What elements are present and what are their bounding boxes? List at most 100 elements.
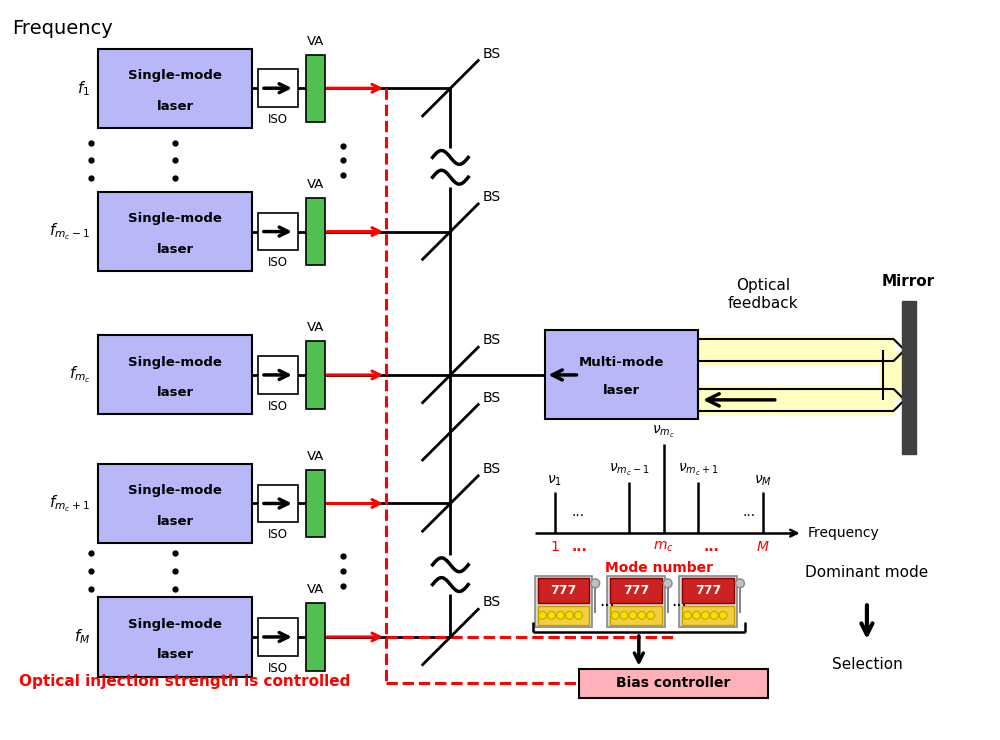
Bar bbox=[258, 356, 298, 394]
Text: Frequency: Frequency bbox=[12, 19, 113, 38]
Bar bbox=[98, 49, 252, 128]
Text: ISO: ISO bbox=[268, 528, 288, 541]
Text: laser: laser bbox=[157, 243, 194, 256]
Text: BS: BS bbox=[482, 462, 500, 476]
Circle shape bbox=[611, 611, 619, 619]
Bar bbox=[535, 576, 592, 627]
Circle shape bbox=[629, 611, 637, 619]
Bar bbox=[306, 55, 325, 122]
Text: $f_M$: $f_M$ bbox=[74, 628, 90, 646]
Text: $f_{m_c}$: $f_{m_c}$ bbox=[69, 365, 90, 386]
Text: ISO: ISO bbox=[268, 400, 288, 413]
Bar bbox=[98, 464, 252, 543]
Text: 777: 777 bbox=[695, 584, 721, 597]
Text: $\nu_{m_c+1}$: $\nu_{m_c+1}$ bbox=[678, 462, 719, 478]
Text: Optical
feedback: Optical feedback bbox=[727, 278, 798, 311]
Circle shape bbox=[565, 611, 573, 619]
Bar bbox=[306, 603, 325, 670]
Text: ...: ... bbox=[743, 505, 756, 519]
Bar bbox=[306, 198, 325, 265]
Circle shape bbox=[557, 611, 564, 619]
Text: VA: VA bbox=[307, 583, 324, 596]
Text: Optical injection strength is controlled: Optical injection strength is controlled bbox=[19, 674, 350, 689]
Circle shape bbox=[548, 611, 556, 619]
Circle shape bbox=[710, 611, 718, 619]
Text: $1$: $1$ bbox=[550, 540, 559, 554]
Bar bbox=[545, 331, 698, 420]
Text: ISO: ISO bbox=[268, 113, 288, 126]
Circle shape bbox=[701, 611, 709, 619]
Bar bbox=[682, 605, 734, 625]
Bar bbox=[679, 576, 737, 627]
Text: Frequency: Frequency bbox=[807, 526, 879, 540]
Text: $f_{m_c+1}$: $f_{m_c+1}$ bbox=[49, 493, 90, 514]
Circle shape bbox=[663, 579, 672, 588]
Text: BS: BS bbox=[482, 190, 500, 204]
Circle shape bbox=[620, 611, 628, 619]
Bar bbox=[98, 192, 252, 271]
Bar bbox=[610, 578, 662, 603]
Text: ...: ... bbox=[571, 540, 587, 554]
Text: Single-mode: Single-mode bbox=[128, 356, 222, 369]
Text: BS: BS bbox=[482, 595, 500, 609]
Bar bbox=[682, 578, 734, 603]
Text: $\nu_1$: $\nu_1$ bbox=[547, 474, 562, 488]
Text: $\nu_{m_c}$: $\nu_{m_c}$ bbox=[652, 424, 675, 440]
Text: BS: BS bbox=[482, 391, 500, 405]
Text: Single-mode: Single-mode bbox=[128, 484, 222, 497]
Circle shape bbox=[719, 611, 727, 619]
Bar bbox=[902, 300, 916, 454]
Text: laser: laser bbox=[603, 384, 640, 397]
Text: VA: VA bbox=[307, 321, 324, 334]
Circle shape bbox=[591, 579, 600, 588]
Text: $f_{m_c-1}$: $f_{m_c-1}$ bbox=[49, 221, 90, 242]
Circle shape bbox=[692, 611, 700, 619]
Bar bbox=[610, 605, 662, 625]
Text: BS: BS bbox=[482, 47, 500, 61]
Bar bbox=[579, 669, 768, 699]
Bar bbox=[258, 70, 298, 107]
Text: Bias controller: Bias controller bbox=[616, 676, 731, 690]
Bar bbox=[607, 576, 665, 627]
Bar bbox=[306, 470, 325, 537]
Bar bbox=[98, 597, 252, 676]
Text: Single-mode: Single-mode bbox=[128, 618, 222, 630]
Text: VA: VA bbox=[307, 35, 324, 47]
Circle shape bbox=[638, 611, 646, 619]
Text: BS: BS bbox=[482, 333, 500, 347]
Text: ...: ... bbox=[703, 540, 719, 554]
Text: laser: laser bbox=[157, 99, 194, 112]
Bar bbox=[258, 213, 298, 250]
Text: $\nu_{m_c-1}$: $\nu_{m_c-1}$ bbox=[609, 462, 649, 478]
Text: laser: laser bbox=[157, 386, 194, 400]
Text: 777: 777 bbox=[623, 584, 649, 597]
Text: 777: 777 bbox=[550, 584, 577, 597]
Text: VA: VA bbox=[307, 178, 324, 191]
Text: Selection: Selection bbox=[832, 656, 902, 672]
Circle shape bbox=[539, 611, 547, 619]
Circle shape bbox=[647, 611, 655, 619]
Text: ISO: ISO bbox=[268, 256, 288, 269]
Text: Single-mode: Single-mode bbox=[128, 69, 222, 82]
Text: ...: ... bbox=[672, 592, 687, 610]
Text: Mode number: Mode number bbox=[605, 561, 713, 575]
Circle shape bbox=[683, 611, 691, 619]
Circle shape bbox=[736, 579, 744, 588]
Bar bbox=[538, 605, 589, 625]
Text: Single-mode: Single-mode bbox=[128, 212, 222, 225]
Text: ISO: ISO bbox=[268, 662, 288, 675]
Text: ...: ... bbox=[571, 505, 585, 519]
Text: $f_1$: $f_1$ bbox=[77, 79, 90, 98]
Bar bbox=[538, 578, 589, 603]
Text: Dominant mode: Dominant mode bbox=[805, 565, 929, 579]
Bar bbox=[258, 618, 298, 656]
Text: ...: ... bbox=[599, 592, 615, 610]
Text: $M$: $M$ bbox=[756, 540, 770, 554]
Circle shape bbox=[574, 611, 582, 619]
Text: Multi-mode: Multi-mode bbox=[579, 356, 664, 369]
Text: Mirror: Mirror bbox=[882, 274, 935, 289]
Bar bbox=[98, 335, 252, 414]
Text: laser: laser bbox=[157, 515, 194, 528]
Text: $m_c$: $m_c$ bbox=[653, 540, 674, 554]
Bar bbox=[258, 485, 298, 522]
